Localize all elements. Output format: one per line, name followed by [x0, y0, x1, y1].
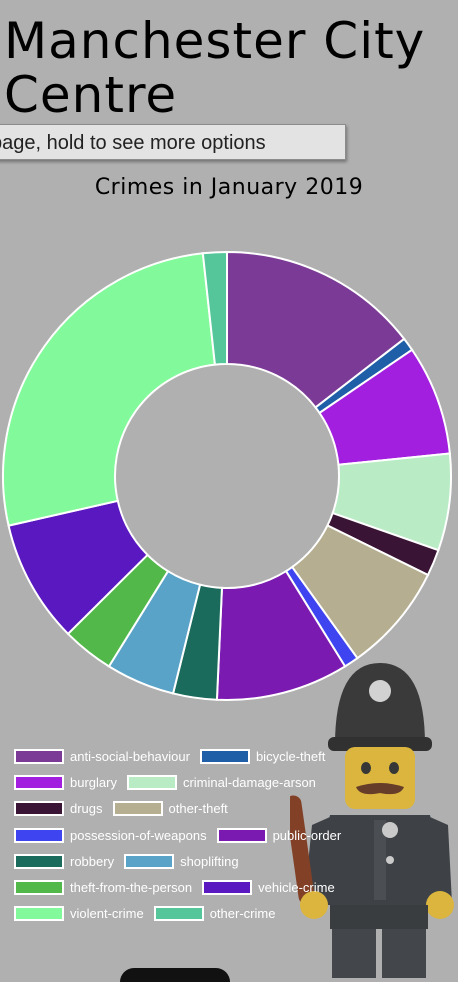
legend-label: anti-social-behaviour — [70, 748, 190, 764]
legend-item-bicycle-theft[interactable]: bicycle-theft — [199, 748, 326, 764]
legend-swatch — [216, 827, 267, 843]
legend-swatch — [14, 801, 64, 817]
legend-label: other-theft — [168, 801, 228, 817]
legend-swatch — [14, 906, 64, 922]
legend-row: anti-social-behaviour bicycle-theft — [14, 743, 394, 769]
legend-swatch — [14, 774, 64, 790]
legend-row: drugs other-theft — [14, 796, 394, 822]
legend-swatch — [14, 827, 64, 843]
page-title: Manchester City Centre — [4, 12, 426, 124]
legend-swatch — [153, 906, 204, 922]
legend-item-vehicle-crime[interactable]: vehicle-crime — [202, 880, 335, 896]
legend-label: shoplifting — [180, 853, 239, 869]
legend-item-other-crime[interactable]: other-crime — [153, 906, 276, 922]
legend-label: robbery — [70, 853, 115, 869]
legend-item-public-order[interactable]: public-order — [216, 827, 342, 843]
legend-label: criminal-damage-arson — [182, 774, 316, 790]
legend-item-criminal-damage-arson[interactable]: criminal-damage-arson — [126, 774, 316, 790]
legend-label: burglary — [70, 774, 117, 790]
legend-swatch — [199, 748, 250, 764]
police-minifigure-image — [290, 663, 454, 978]
legend-row: theft-from-the-person vehicle-crime — [14, 874, 394, 900]
chart-title: Crimes in January 2019 — [94, 175, 364, 200]
legend-item-anti-social-behaviour[interactable]: anti-social-behaviour — [14, 748, 190, 764]
chart-legend: anti-social-behaviour bicycle-theft burgla… — [14, 743, 394, 927]
bottom-partial-graphic — [120, 968, 230, 982]
legend-label: vehicle-crime — [258, 880, 335, 896]
legend-label: theft-from-the-person — [70, 880, 193, 896]
context-tooltip: page, hold to see more options — [0, 124, 346, 160]
donut-slice-anti-social-behaviour[interactable] — [226, 250, 406, 409]
legend-label: other-crime — [209, 906, 276, 922]
legend-label: public-order — [272, 827, 342, 843]
legend-label: possession-of-weapons — [70, 827, 207, 843]
legend-swatch — [14, 853, 64, 869]
donut-chart — [2, 250, 452, 701]
legend-swatch — [124, 853, 175, 869]
legend-row: violent-crime other-crime — [14, 901, 394, 927]
legend-row: burglary criminal-damage-arson — [14, 769, 394, 795]
legend-item-violent-crime[interactable]: violent-crime — [14, 906, 144, 922]
legend-item-theft-from-the-person[interactable]: theft-from-the-person — [14, 880, 193, 896]
legend-swatch — [14, 880, 64, 896]
donut-slice-other-crime[interactable] — [201, 250, 228, 366]
legend-item-burglary[interactable]: burglary — [14, 774, 117, 790]
legend-label: bicycle-theft — [255, 748, 326, 764]
legend-swatch — [202, 880, 253, 896]
legend-item-other-theft[interactable]: other-theft — [112, 801, 228, 817]
legend-row: robbery shoplifting — [14, 848, 394, 874]
legend-swatch — [112, 801, 163, 817]
legend-item-robbery[interactable]: robbery — [14, 853, 115, 869]
legend-item-possession-of-weapons[interactable]: possession-of-weapons — [14, 827, 207, 843]
legend-row: possession-of-weapons public-order — [14, 822, 394, 848]
legend-label: violent-crime — [70, 906, 144, 922]
tooltip-text: page, hold to see more options — [0, 132, 266, 154]
legend-item-drugs[interactable]: drugs — [14, 801, 103, 817]
legend-item-shoplifting[interactable]: shoplifting — [124, 853, 239, 869]
legend-swatch — [14, 748, 64, 764]
legend-label: drugs — [70, 801, 103, 817]
legend-swatch — [126, 774, 177, 790]
donut-slice-violent-crime[interactable] — [2, 252, 217, 527]
